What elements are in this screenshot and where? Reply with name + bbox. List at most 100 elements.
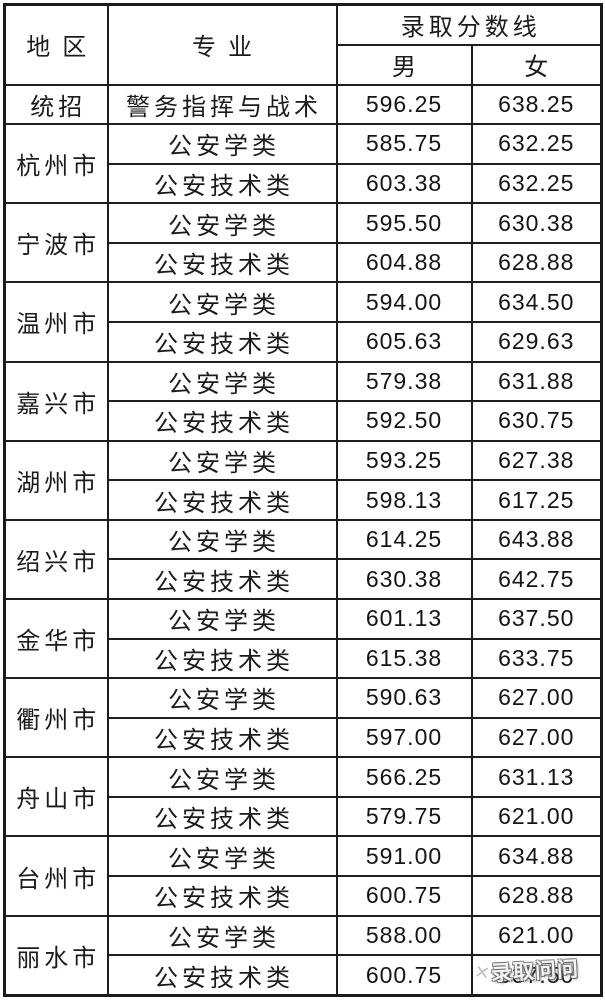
table-row: 公安技术类 600.75 637.50 [5, 954, 603, 997]
female-score-cell: 629.63 [470, 320, 603, 363]
female-score-cell: 627.00 [470, 677, 603, 719]
female-score-cell: 621.00 [470, 914, 603, 957]
male-score-cell: 579.75 [335, 795, 473, 838]
major-cell: 公安技术类 [106, 162, 338, 205]
table-row: 公安技术类 597.00 627.00 [5, 716, 603, 759]
table-row: 公安技术类 603.38 632.25 [5, 162, 603, 205]
female-score-cell: 634.88 [470, 835, 603, 878]
male-score-cell: 605.63 [335, 320, 473, 363]
region-cell: 统招 [3, 83, 109, 126]
major-cell: 公安学类 [106, 598, 338, 640]
region-cell: 金华市 [3, 598, 109, 680]
major-cell: 公安技术类 [106, 875, 338, 917]
male-score-cell: 591.00 [335, 835, 473, 878]
male-score-cell: 590.63 [335, 677, 473, 719]
female-score-cell: 642.75 [470, 558, 603, 601]
table-row: 公安技术类 605.63 629.63 [5, 320, 603, 363]
female-score-cell: 634.50 [470, 281, 603, 323]
table-row: 统招 警务指挥与战术 596.25 638.25 [3, 83, 603, 126]
female-score-cell: 632.25 [470, 162, 603, 205]
admission-score-table: 地区 专业 录取分数线 男 女 统招 警务指挥与战术 596.25 638.25 杭州市… [3, 3, 603, 997]
table-row: 公安技术类 615.38 633.75 [5, 637, 603, 680]
header-male: 男 [335, 43, 473, 86]
major-cell: 公安学类 [106, 677, 338, 719]
female-score-cell: 631.88 [470, 360, 603, 403]
male-score-cell: 596.25 [335, 83, 473, 126]
female-score-cell: 632.25 [470, 123, 603, 165]
female-score-cell: 637.50 [470, 954, 603, 997]
header-major: 专业 [106, 3, 338, 86]
table-row: 公安技术类 598.13 617.25 [5, 479, 603, 521]
male-score-cell: 614.25 [335, 518, 473, 561]
header-region: 地区 [3, 3, 109, 86]
male-score-cell: 579.38 [335, 360, 473, 403]
female-score-cell: 627.00 [470, 716, 603, 759]
table-row: 绍兴市 公安学类 614.25 643.88 [3, 518, 603, 601]
table-row: 丽水市 公安学类 588.00 621.00 [3, 914, 603, 997]
major-cell: 公安技术类 [106, 795, 338, 838]
major-cell: 公安学类 [106, 914, 338, 957]
male-score-cell: 615.38 [335, 637, 473, 680]
header-row-2: 男 女 [5, 43, 603, 86]
table-row: 嘉兴市 公安学类 579.38 631.88 [3, 360, 603, 442]
male-score-cell: 594.00 [335, 281, 473, 323]
male-score-cell: 566.25 [335, 756, 473, 798]
male-score-cell: 601.13 [335, 598, 473, 640]
male-score-cell: 630.38 [335, 558, 473, 601]
major-cell: 公安技术类 [106, 241, 338, 284]
major-cell: 公安学类 [106, 439, 338, 482]
region-cell: 嘉兴市 [3, 360, 109, 442]
table-row: 公安技术类 604.88 628.88 [5, 241, 603, 284]
major-cell: 公安学类 [106, 835, 338, 878]
female-score-cell: 628.88 [470, 875, 603, 917]
region-cell: 丽水市 [3, 914, 109, 997]
table-row: 宁波市 公安学类 595.50 630.38 [3, 202, 603, 284]
major-cell: 公安技术类 [106, 320, 338, 363]
table-row: 公安技术类 630.38 642.75 [5, 558, 603, 601]
female-score-cell: 617.25 [470, 479, 603, 521]
male-score-cell: 597.00 [335, 716, 473, 759]
major-cell: 警务指挥与战术 [106, 83, 338, 126]
male-score-cell: 592.50 [335, 400, 473, 442]
female-score-cell: 621.00 [470, 795, 603, 838]
male-score-cell: 593.25 [335, 439, 473, 482]
male-score-cell: 603.38 [335, 162, 473, 205]
major-cell: 公安技术类 [106, 954, 338, 997]
female-score-cell: 630.75 [470, 400, 603, 442]
table-row: 公安技术类 579.75 621.00 [5, 795, 603, 838]
region-cell: 湖州市 [3, 439, 109, 521]
male-score-cell: 588.00 [335, 914, 473, 957]
region-cell: 杭州市 [3, 123, 109, 205]
table-row: 温州市 公安学类 594.00 634.50 [3, 281, 603, 363]
table-row: 杭州市 公安学类 585.75 632.25 [3, 123, 603, 205]
major-cell: 公安技术类 [106, 716, 338, 759]
female-score-cell: 638.25 [470, 83, 603, 126]
male-score-cell: 595.50 [335, 202, 473, 244]
major-cell: 公安技术类 [106, 637, 338, 680]
female-score-cell: 630.38 [470, 202, 603, 244]
female-score-cell: 628.88 [470, 241, 603, 284]
major-cell: 公安学类 [106, 360, 338, 403]
region-cell: 衢州市 [3, 677, 109, 759]
header-female: 女 [470, 43, 603, 86]
major-cell: 公安学类 [106, 123, 338, 165]
region-cell: 绍兴市 [3, 518, 109, 601]
major-cell: 公安学类 [106, 281, 338, 323]
female-score-cell: 643.88 [470, 518, 603, 561]
table-row: 湖州市 公安学类 593.25 627.38 [3, 439, 603, 521]
female-score-cell: 633.75 [470, 637, 603, 680]
female-score-cell: 631.13 [470, 756, 603, 798]
major-cell: 公安学类 [106, 518, 338, 561]
major-cell: 公安技术类 [106, 400, 338, 442]
header-row-1: 地区 专业 录取分数线 [3, 3, 603, 86]
table-row: 金华市 公安学类 601.13 637.50 [3, 598, 603, 680]
female-score-cell: 637.50 [470, 598, 603, 640]
female-score-cell: 627.38 [470, 439, 603, 482]
major-cell: 公安技术类 [106, 558, 338, 601]
header-score-line: 录取分数线 [335, 3, 603, 46]
region-cell: 温州市 [3, 281, 109, 363]
male-score-cell: 585.75 [335, 123, 473, 165]
major-cell: 公安学类 [106, 756, 338, 798]
region-cell: 舟山市 [3, 756, 109, 838]
